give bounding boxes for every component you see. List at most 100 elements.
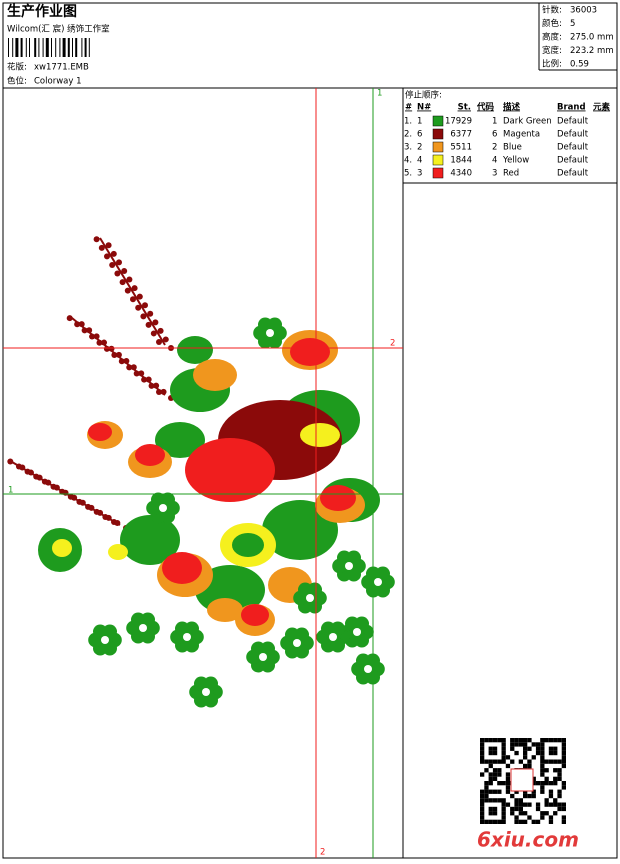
qr-module <box>553 776 558 781</box>
row-brand: Default <box>557 169 589 179</box>
qr-module <box>518 811 523 816</box>
qr-module <box>488 781 493 786</box>
barcode-bar <box>15 38 19 57</box>
stitch-fill <box>52 539 72 557</box>
info-label: 针数: <box>542 5 562 16</box>
qr-module <box>501 815 506 820</box>
row-needle: 2 <box>417 143 422 153</box>
barcode-bar <box>75 38 78 57</box>
bud <box>103 345 110 352</box>
barcode-bar <box>88 38 90 57</box>
stitch-fill <box>232 533 264 557</box>
info-label: 高度: <box>542 32 562 43</box>
title: 生产作业图 <box>7 3 77 20</box>
qr-module <box>492 811 498 816</box>
bud <box>108 345 115 352</box>
color-swatch <box>432 167 444 179</box>
qr-module <box>501 755 506 760</box>
qr-module <box>501 759 506 764</box>
guide-label: 2 <box>390 339 395 349</box>
qr-module <box>505 763 511 769</box>
row-code: 4 <box>492 156 497 166</box>
qr-module <box>514 802 519 807</box>
qr-module <box>561 785 566 790</box>
qr-module <box>535 746 541 751</box>
qr-module <box>492 776 498 781</box>
info-value: 223.2 mm <box>570 46 614 56</box>
bud <box>62 489 69 496</box>
qr-module <box>488 772 493 777</box>
qr-module <box>561 819 566 824</box>
row-needle: 6 <box>417 130 422 140</box>
row-stitches: 17929 <box>445 117 472 127</box>
info-value: 0.59 <box>570 60 589 70</box>
row-order: 5. <box>404 169 412 179</box>
flower-center <box>259 653 267 661</box>
bud <box>119 279 126 286</box>
bud <box>126 276 133 283</box>
bud <box>98 244 105 251</box>
qr-module <box>523 802 528 807</box>
bud <box>142 302 148 309</box>
qr-module <box>514 750 519 756</box>
stitch-fill <box>88 423 112 441</box>
bud <box>133 370 140 377</box>
bud <box>118 358 125 365</box>
barcode-bar <box>51 38 52 57</box>
qr-module <box>561 746 566 751</box>
row-order: 2. <box>404 130 412 140</box>
qr-module <box>484 819 489 824</box>
qr-module <box>492 772 498 777</box>
qr-module <box>557 738 562 743</box>
qr-module <box>484 793 489 799</box>
qr-module <box>518 798 523 803</box>
qr-module <box>544 738 549 743</box>
bud <box>109 261 116 268</box>
qr-module <box>488 763 493 769</box>
row-brand: Default <box>557 156 589 166</box>
qr-module <box>501 819 506 824</box>
bud <box>74 321 81 328</box>
barcode-bar <box>45 38 49 57</box>
qr-module <box>523 746 528 751</box>
qr-module <box>510 806 515 812</box>
row-order: 3. <box>404 143 412 153</box>
qr-module <box>540 768 545 773</box>
barcode-bar <box>84 38 87 57</box>
qr-module <box>553 802 558 807</box>
bud <box>156 339 162 345</box>
qr-module <box>557 793 562 799</box>
bud <box>86 327 93 334</box>
barcode-bar <box>42 38 44 57</box>
bud <box>156 389 162 395</box>
qr-module <box>540 738 545 743</box>
qr-module <box>501 746 506 751</box>
flower-center <box>101 636 109 644</box>
row-description: Magenta <box>503 130 540 140</box>
qr-code <box>480 738 566 824</box>
qr-module <box>505 785 511 790</box>
row-needle: 3 <box>417 169 422 179</box>
qr-module <box>561 815 566 820</box>
flower-center <box>139 624 147 632</box>
qr-module <box>505 776 511 781</box>
barcode-bar <box>55 38 57 57</box>
bud <box>96 339 103 346</box>
petal <box>203 676 218 691</box>
stitch-fill <box>241 604 269 626</box>
barcode-bar <box>72 38 73 57</box>
qr-module <box>480 802 485 807</box>
qr-module <box>488 750 493 756</box>
qr-module <box>540 763 545 769</box>
bud <box>130 296 136 303</box>
qr-module <box>480 811 485 816</box>
qr-module <box>484 789 489 794</box>
bud <box>110 250 117 257</box>
stitch-fill <box>320 485 356 511</box>
bud <box>121 267 128 274</box>
qr-module <box>497 772 502 777</box>
qr-module <box>514 738 519 743</box>
bud <box>153 382 160 389</box>
barcode-bar <box>38 38 40 57</box>
